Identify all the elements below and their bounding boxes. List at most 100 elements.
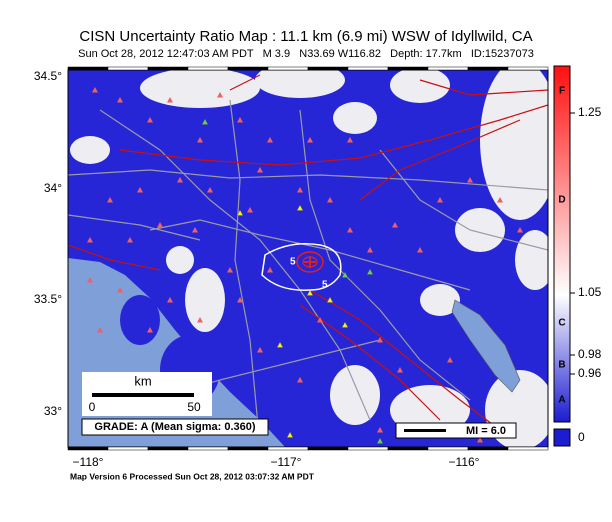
fault bbox=[309, 289, 501, 431]
coverage-gap bbox=[166, 246, 194, 274]
station-highlight bbox=[276, 341, 284, 348]
station-highlight bbox=[201, 118, 209, 125]
mi-legend-box bbox=[395, 422, 517, 439]
lon-label: −118° bbox=[73, 455, 104, 469]
frame-tick bbox=[387, 446, 429, 451]
colorbar-grade: F bbox=[559, 86, 565, 97]
station bbox=[467, 177, 473, 183]
station bbox=[197, 137, 203, 143]
fault bbox=[419, 79, 548, 96]
frame-tick bbox=[267, 446, 309, 451]
road bbox=[379, 149, 548, 251]
colorbar-label: 1.25 bbox=[578, 105, 602, 119]
station bbox=[137, 187, 143, 193]
station-highlight bbox=[366, 268, 374, 275]
frame-tick bbox=[187, 446, 229, 451]
station-highlight bbox=[341, 271, 349, 278]
station bbox=[227, 267, 233, 273]
station-highlight bbox=[236, 209, 244, 216]
frame-tick bbox=[107, 66, 149, 71]
station bbox=[197, 317, 203, 323]
lat-label: 34° bbox=[44, 181, 62, 195]
road bbox=[68, 169, 548, 191]
lat-label: 33° bbox=[44, 404, 62, 418]
fault bbox=[68, 244, 161, 271]
lake bbox=[451, 299, 521, 393]
station bbox=[307, 137, 313, 143]
footer-text: Map Version 6 Processed Sun Oct 28, 2012… bbox=[70, 471, 315, 481]
road bbox=[229, 99, 261, 447]
frame-tick bbox=[187, 66, 229, 71]
scale-bar-label: 0 bbox=[89, 400, 96, 414]
station bbox=[257, 347, 263, 353]
station bbox=[87, 237, 93, 243]
contour-label: 5 bbox=[290, 257, 296, 268]
station bbox=[237, 117, 243, 123]
frame-tick bbox=[427, 446, 469, 451]
station bbox=[192, 227, 198, 233]
station bbox=[347, 227, 353, 233]
colorbar-label: 1.05 bbox=[578, 285, 602, 299]
station-highlight bbox=[296, 204, 304, 211]
colorbar-zero-box bbox=[553, 428, 571, 447]
station bbox=[417, 247, 423, 253]
colorbar-grade: C bbox=[558, 318, 565, 329]
frame-tick bbox=[507, 66, 549, 71]
frame-tick bbox=[307, 446, 349, 451]
station bbox=[117, 287, 123, 293]
frame-tick bbox=[227, 66, 269, 71]
lon-label: −117° bbox=[271, 455, 302, 469]
frame-tick bbox=[347, 66, 389, 71]
epicenter bbox=[304, 256, 316, 268]
frame-tick bbox=[427, 66, 469, 71]
coverage-gap bbox=[70, 136, 110, 164]
coverage-gap bbox=[330, 365, 380, 425]
station bbox=[207, 187, 213, 193]
station bbox=[377, 337, 383, 343]
coverage-over-ocean bbox=[120, 295, 160, 345]
frame-tick bbox=[467, 66, 509, 71]
frame-tick bbox=[107, 446, 149, 451]
station bbox=[147, 117, 153, 123]
coverage-gap bbox=[455, 208, 505, 252]
lon-label: −116° bbox=[449, 455, 480, 469]
frame-tick bbox=[347, 446, 389, 451]
colorbar-lower bbox=[554, 295, 570, 422]
station bbox=[317, 317, 323, 323]
station bbox=[367, 247, 373, 253]
scale-bar-label: 50 bbox=[187, 400, 201, 414]
station-highlight bbox=[326, 296, 334, 303]
mi-legend-line bbox=[404, 429, 446, 432]
station bbox=[497, 197, 503, 203]
station bbox=[167, 297, 173, 303]
station bbox=[517, 227, 523, 233]
frame-tick bbox=[67, 446, 109, 451]
station bbox=[392, 222, 398, 228]
mi-legend-text: MI = 6.0 bbox=[466, 425, 506, 437]
coverage-gap bbox=[333, 102, 377, 134]
fault bbox=[229, 74, 261, 91]
station bbox=[447, 357, 453, 363]
station bbox=[107, 197, 113, 203]
colorbar-grade: B bbox=[558, 360, 565, 371]
contour bbox=[261, 243, 342, 291]
fault bbox=[299, 304, 441, 421]
station bbox=[87, 277, 93, 283]
colorbar-grade: A bbox=[558, 395, 565, 406]
coverage-gap bbox=[480, 70, 548, 220]
station bbox=[267, 267, 273, 273]
grade-text: GRADE: A (Mean sigma: 0.360) bbox=[94, 421, 256, 433]
frame-tick bbox=[307, 66, 349, 71]
coverage-gap bbox=[390, 70, 450, 103]
fault bbox=[359, 119, 521, 201]
station bbox=[157, 222, 163, 228]
station-highlight bbox=[376, 437, 384, 444]
frame-tick bbox=[147, 446, 189, 451]
frame-tick bbox=[147, 66, 189, 71]
colorbar-upper bbox=[554, 66, 570, 295]
station bbox=[347, 137, 353, 143]
coverage-gap bbox=[420, 284, 460, 316]
station-highlight bbox=[341, 321, 349, 328]
frame-tick bbox=[227, 446, 269, 451]
